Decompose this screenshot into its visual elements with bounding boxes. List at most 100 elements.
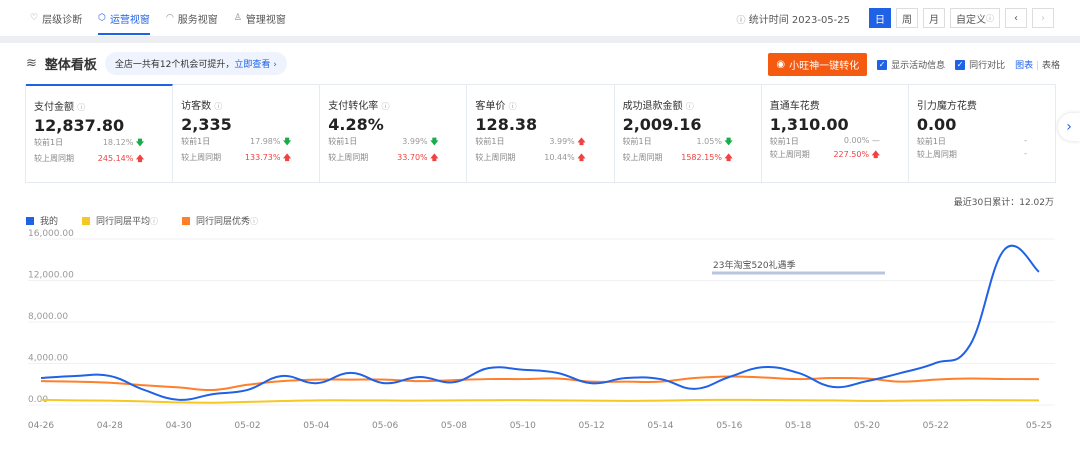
x-tick-label: 04-28 (97, 421, 123, 431)
legend-item[interactable]: 同行同层平均ⓘ (82, 214, 158, 227)
arrow-flat-icon: — (871, 136, 880, 145)
kpi-card[interactable]: 直通车花费 1,310.00 较前1日 0.00% — 较上周同期 227.50% … (762, 85, 909, 182)
kpi-name: 直通车花费 (769, 101, 820, 112)
series-line-我的 (40, 244, 1040, 401)
y-tick-label: 4,000.00 (28, 354, 68, 364)
arrow-up-icon: 🡅 (135, 154, 145, 163)
day-change: 18.12% (102, 138, 134, 147)
period-month-button[interactable]: 月 (923, 8, 945, 28)
mascot-icon: ◉ (776, 59, 786, 70)
kpi-value: 0.00 (916, 115, 957, 134)
arrow-up-icon: 🡅 (577, 153, 586, 162)
kpi-name: 客单价 (475, 101, 506, 112)
stat-time: ⓘ 统计时间 2023-05-25 (736, 14, 851, 26)
kpi-name: 访客数 (181, 101, 212, 112)
chevron-right-icon: › (273, 60, 277, 70)
opportunity-tip[interactable]: 全店一共有12个机会可提升，立即查看 › (104, 52, 287, 75)
x-tick-label: 05-02 (234, 421, 260, 431)
arrow-up-icon: 🡅 (724, 153, 733, 162)
view-chart-toggle[interactable]: 图表 (1015, 61, 1034, 71)
kpi-card[interactable]: 引力魔方花费 0.00 较前1日 - 较上周同期 - (909, 85, 1055, 182)
kpi-card[interactable]: 成功退款金额 ⓘ 2,009.16 较前1日 1.05% 🡇 较上周同期 1582.… (615, 85, 762, 182)
checkbox-checked-icon: ✓ (955, 59, 966, 70)
kpi-value: 12,837.80 (34, 116, 125, 135)
kpi-cards: 支付金额 ⓘ 12,837.80 较前1日 18.12% 🡇 较上周同期 245.1… (25, 84, 1056, 183)
checkbox-checked-icon: ✓ (877, 59, 888, 70)
kpi-card[interactable]: 访客数 ⓘ 2,335 较前1日 17.98% 🡇 较上周同期 133.73% 🡅 (173, 85, 321, 182)
kpi-name: 支付转化率 (328, 101, 379, 112)
period-custom-button[interactable]: 自定义 ⓘ (950, 8, 1000, 28)
x-tick-label: 05-12 (579, 421, 605, 431)
week-change: 133.73% (244, 153, 281, 162)
week-change: 227.50% (833, 150, 870, 159)
kpi-value: 128.38 (475, 115, 538, 134)
day-change: 3.99% (549, 137, 575, 146)
total-30-days: 最近30日累计：12.02万 (953, 198, 1054, 208)
next-date-button[interactable]: › (1032, 8, 1054, 28)
help-icon: ⓘ (150, 217, 159, 226)
board-title: 整体看板 (44, 58, 97, 73)
y-tick-label: 12,000.00 (28, 271, 74, 281)
show-activity-checkbox[interactable]: ✓ 显示活动信息 (877, 59, 946, 71)
x-tick-label: 05-10 (510, 421, 536, 431)
view-table-toggle[interactable]: 表格 (1041, 61, 1060, 71)
kpi-value: 4.28% (328, 115, 384, 134)
kpi-card[interactable]: 支付转化率 ⓘ 4.28% 较前1日 3.99% 🡇 较上周同期 33.70% 🡅 (320, 85, 468, 182)
day-change: 1.05% (696, 137, 722, 146)
tab-0[interactable]: ♡ 层级诊断 (30, 13, 83, 26)
week-change: 1582.15% (681, 153, 722, 162)
kpi-name: 成功退款金额 (622, 101, 683, 112)
arrow-up-icon: 🡅 (871, 150, 880, 159)
prev-date-button[interactable]: ‹ (1005, 8, 1027, 28)
legend-item[interactable]: 我的 (26, 214, 58, 227)
x-tick-label: 05-14 (647, 421, 673, 431)
kpi-value: 2,009.16 (622, 115, 702, 134)
kpi-card[interactable]: 客单价 ⓘ 128.38 较前1日 3.99% 🡅 较上周同期 10.44% 🡅 (467, 85, 615, 182)
day-change: 17.98% (249, 137, 281, 146)
kpi-value: 2,335 (181, 115, 232, 134)
x-tick-label: 05-06 (372, 421, 398, 431)
one-click-convert-button[interactable]: ◉ 小旺神一键转化 (768, 53, 868, 76)
headset-icon: ◠ (165, 13, 174, 23)
tab-3[interactable]: ♙ 管理视窗 (233, 13, 286, 26)
legend-swatch (26, 217, 34, 225)
diamond-icon: ♡ (30, 13, 39, 23)
x-tick-label: 05-04 (303, 421, 329, 431)
separator-band (0, 36, 1080, 43)
arrow-up-icon: 🡅 (283, 153, 292, 162)
arrow-up-icon: 🡅 (577, 137, 586, 146)
legend-swatch (182, 217, 191, 225)
series-line-同行同层平均 (40, 398, 1040, 404)
view-now-link[interactable]: 立即查看 (234, 60, 271, 70)
period-week-button[interactable]: 周 (896, 8, 918, 28)
y-tick-label: 8,000.00 (28, 312, 68, 322)
help-icon: ⓘ (508, 102, 517, 111)
period-day-button[interactable]: 日 (869, 8, 891, 28)
kpi-card[interactable]: 支付金额 ⓘ 12,837.80 较前1日 18.12% 🡇 较上周同期 245.1… (26, 84, 174, 182)
peer-compare-checkbox[interactable]: ✓ 同行对比 (955, 59, 1006, 71)
x-tick-label: 05-08 (441, 421, 467, 431)
kpi-name: 支付金额 (34, 102, 74, 113)
shield-icon: ⬡ (98, 13, 106, 23)
kpi-name: 引力魔方花费 (916, 101, 977, 112)
tab-2[interactable]: ◠ 服务视窗 (165, 13, 218, 26)
series-line-同行同层优秀 (40, 375, 1040, 392)
x-tick-label: 05-16 (716, 421, 742, 431)
layers-icon: ≋ (26, 56, 37, 71)
help-icon: ⓘ (214, 102, 223, 111)
x-tick-label: 04-30 (166, 421, 192, 431)
x-tick-label: 05-22 (923, 421, 949, 431)
help-icon: ⓘ (685, 102, 694, 111)
day-change: 3.99% (402, 137, 428, 146)
help-icon: ⓘ (986, 13, 994, 23)
y-tick-label: 0.00 (28, 395, 48, 405)
clock-icon: ⓘ (736, 15, 746, 26)
x-tick-label: 05-18 (785, 421, 811, 431)
week-change: - (1024, 149, 1027, 158)
tab-1[interactable]: ⬡ 运营视窗 (98, 0, 150, 36)
day-change: - (1024, 136, 1027, 145)
next-cards-button[interactable]: › (1058, 113, 1080, 141)
top-nav: ♡ 层级诊断 ⬡ 运营视窗 ◠ 服务视窗 ♙ 管理视窗 ⓘ 统计时间 2023-05-25 日… (0, 0, 1080, 36)
legend-item[interactable]: 同行同层优秀ⓘ (182, 214, 258, 227)
